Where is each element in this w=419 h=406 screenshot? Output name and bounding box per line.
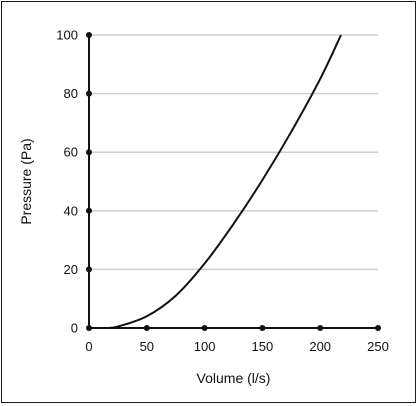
data-curve-0 <box>106 34 342 329</box>
y-tick-label-40: 40 <box>64 203 78 218</box>
x-tick-label-200: 200 <box>309 339 331 354</box>
x-tick-marker-100 <box>201 325 208 331</box>
x-tick-label-0: 0 <box>85 339 92 354</box>
y-tick-label-0: 0 <box>71 321 78 336</box>
x-axis-title: Volume (l/s) <box>197 370 271 386</box>
y-tick-label-100: 100 <box>56 28 78 43</box>
y-tick-label-60: 60 <box>64 145 78 160</box>
x-tick-marker-200 <box>317 325 324 331</box>
x-tick-label-50: 50 <box>140 339 154 354</box>
tick-labels: 0 20 40 60 80 100 0 50 100 150 200 250 <box>56 28 389 355</box>
y-tick-label-80: 80 <box>64 86 78 101</box>
x-tick-label-150: 150 <box>252 339 274 354</box>
y-tick-marker-80 <box>86 90 92 97</box>
y-tick-marker-20 <box>86 266 92 273</box>
curve-layer <box>106 34 342 329</box>
y-tick-marker-40 <box>86 207 92 214</box>
x-tick-marker-50 <box>143 325 150 331</box>
y-tick-marker-0 <box>86 325 92 331</box>
y-tick-label-20: 20 <box>64 262 78 277</box>
x-tick-marker-150 <box>259 325 266 331</box>
y-axis-title: Pressure (Pa) <box>18 138 34 224</box>
tick-markers <box>86 32 381 331</box>
x-tick-label-100: 100 <box>194 339 216 354</box>
y-tick-marker-60 <box>86 149 92 156</box>
gridlines <box>89 34 378 271</box>
axes <box>88 35 378 329</box>
x-tick-label-250: 250 <box>367 339 389 354</box>
y-tick-marker-100 <box>86 32 92 38</box>
x-tick-marker-250 <box>375 325 381 331</box>
